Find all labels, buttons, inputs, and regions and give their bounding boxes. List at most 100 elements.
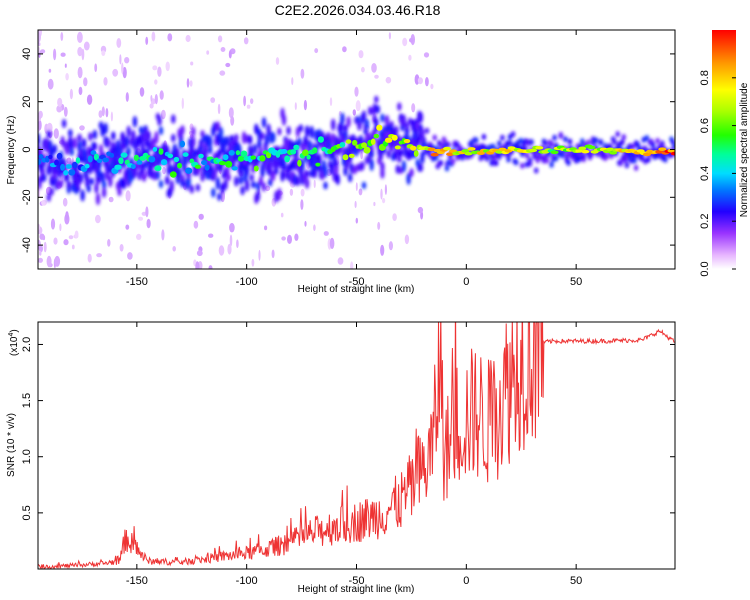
band-cell bbox=[567, 138, 573, 145]
colorbar-tick-label: 0.8 bbox=[699, 70, 711, 85]
scale-prefix: (x10 bbox=[9, 336, 20, 356]
noise-cell bbox=[313, 224, 316, 231]
noise-cell bbox=[60, 32, 64, 41]
x-tick-label: -100 bbox=[236, 276, 258, 288]
band-cell bbox=[86, 146, 91, 157]
band-cell bbox=[384, 114, 390, 126]
band-cell bbox=[85, 174, 90, 185]
ridge-cell bbox=[189, 158, 195, 164]
noise-cell bbox=[217, 103, 221, 115]
band-cell bbox=[111, 131, 116, 141]
band-cell bbox=[432, 134, 437, 141]
colorbar-tick-label: 0.2 bbox=[699, 214, 711, 229]
ridge-cell bbox=[228, 150, 235, 156]
noise-cell bbox=[101, 106, 105, 117]
noise-cell bbox=[105, 108, 109, 118]
band-cell bbox=[60, 135, 65, 147]
band-cell bbox=[94, 183, 99, 194]
y-tick-label: 0 bbox=[21, 146, 33, 152]
noise-cell bbox=[411, 103, 416, 113]
ridge-cell bbox=[201, 160, 208, 166]
band-cell bbox=[297, 137, 302, 146]
noise-cell bbox=[243, 37, 249, 45]
ridge-cell bbox=[65, 164, 73, 169]
noise-cell bbox=[46, 255, 52, 268]
ridge-cell bbox=[339, 142, 346, 148]
snr-ticks: -150 -100 -50 0 50 0.5 1.0 1.5 2.0 bbox=[21, 322, 675, 587]
noise-cell bbox=[228, 107, 234, 119]
noise-cell bbox=[264, 225, 268, 231]
y-tick-label: 1.5 bbox=[21, 393, 33, 408]
band-cell bbox=[257, 138, 262, 150]
band-cell bbox=[68, 129, 73, 138]
noise-cell bbox=[38, 115, 41, 122]
x-tick-label: 50 bbox=[570, 575, 582, 587]
ridge-cell bbox=[317, 136, 324, 143]
noise-cell bbox=[95, 214, 101, 224]
band-cell bbox=[335, 173, 340, 186]
ridge-cell bbox=[158, 148, 164, 155]
ridge-cell bbox=[96, 158, 103, 163]
ridge-cell bbox=[427, 147, 436, 152]
band-cell bbox=[101, 180, 107, 190]
band-cell bbox=[251, 180, 256, 189]
chart-title: C2E2.2026.034.03.46.R18 bbox=[274, 2, 441, 18]
x-tick-label: 0 bbox=[463, 276, 469, 288]
noise-cell bbox=[198, 213, 204, 220]
noise-cell bbox=[287, 234, 292, 244]
band-cell bbox=[280, 169, 285, 182]
noise-cell bbox=[57, 97, 63, 107]
noise-cell bbox=[360, 151, 363, 160]
band-cell bbox=[323, 181, 328, 190]
noise-cell bbox=[125, 92, 129, 102]
band-cell bbox=[367, 106, 373, 116]
band-cell bbox=[277, 127, 282, 136]
ridge-cell bbox=[413, 150, 419, 157]
band-cell bbox=[217, 148, 222, 159]
band-cell bbox=[92, 142, 98, 151]
ridge-cell bbox=[642, 152, 651, 157]
band-cell bbox=[78, 173, 84, 184]
band-cell bbox=[420, 151, 425, 164]
band-cell bbox=[195, 183, 201, 192]
ridge-cell bbox=[54, 159, 59, 166]
band-cell bbox=[323, 165, 328, 178]
noise-cell bbox=[329, 97, 333, 106]
noise-cell bbox=[107, 239, 111, 247]
noise-cell bbox=[280, 212, 284, 218]
x-tick-label: 0 bbox=[463, 575, 469, 587]
ridge-cell bbox=[394, 145, 401, 150]
band-cell bbox=[95, 192, 101, 206]
band-cell bbox=[254, 123, 259, 135]
noise-cell bbox=[417, 77, 423, 85]
band-cell bbox=[80, 189, 85, 202]
noise-cell bbox=[265, 185, 271, 192]
noise-cell bbox=[68, 235, 74, 240]
noise-cell bbox=[185, 34, 191, 43]
band-cell bbox=[140, 141, 145, 150]
band-cell bbox=[146, 130, 151, 141]
noise-cell bbox=[78, 86, 83, 96]
spectrogram-y-axis-label: Frequency (Hz) bbox=[6, 116, 17, 185]
noise-cell bbox=[149, 103, 154, 109]
noise-cell bbox=[124, 57, 130, 64]
band-cell bbox=[177, 168, 182, 177]
noise-cell bbox=[251, 258, 255, 267]
band-cell bbox=[88, 132, 93, 142]
noise-cell bbox=[161, 109, 166, 120]
band-cell bbox=[406, 172, 411, 185]
noise-cell bbox=[300, 199, 304, 211]
noise-cell bbox=[96, 253, 102, 258]
band-cell bbox=[369, 150, 374, 159]
noise-cell bbox=[53, 128, 59, 139]
ridge-cell bbox=[467, 147, 476, 151]
ridge-cell bbox=[225, 160, 233, 168]
band-cell bbox=[586, 139, 591, 146]
band-cell bbox=[507, 140, 513, 146]
noise-cell bbox=[71, 244, 75, 250]
ridge-cell bbox=[75, 157, 81, 164]
band-cell bbox=[438, 159, 443, 166]
ridge-cell bbox=[118, 157, 124, 165]
band-cell bbox=[394, 125, 399, 136]
band-cell bbox=[143, 160, 148, 169]
